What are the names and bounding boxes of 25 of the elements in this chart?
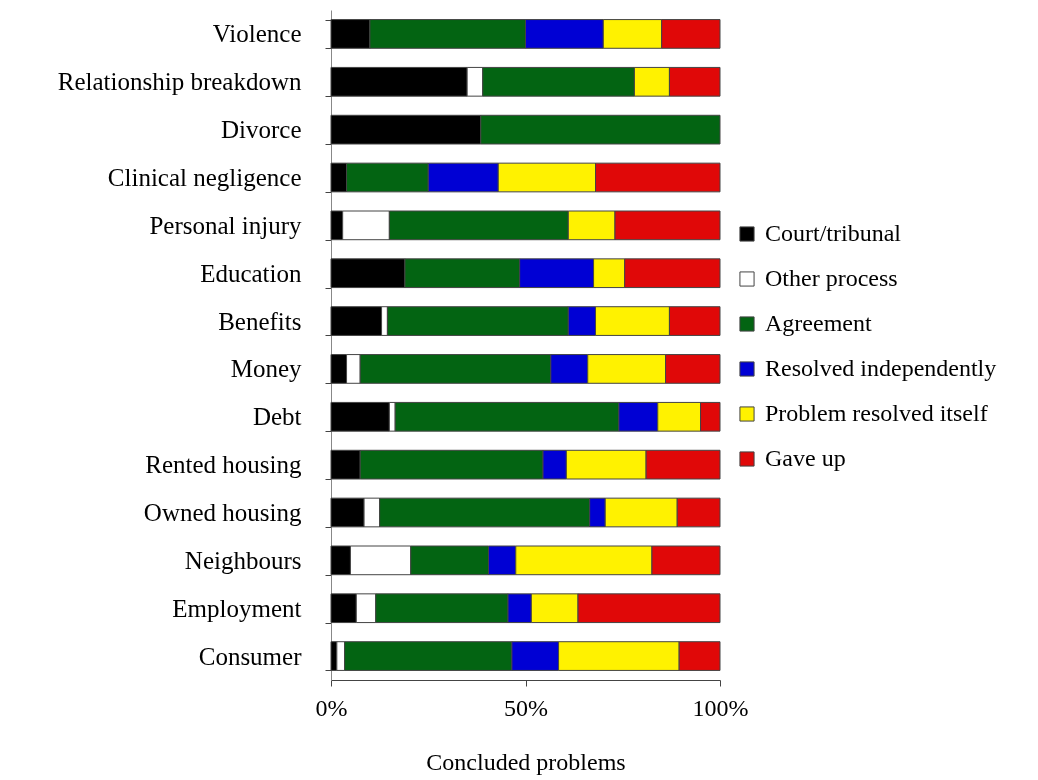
y-tick-label: Consumer — [198, 642, 303, 670]
legend-label: Gave up — [765, 445, 846, 471]
y-tick-label: Money — [230, 355, 302, 383]
legend-label: Problem resolved itself — [765, 400, 988, 426]
y-tick-label: Benefits — [218, 307, 302, 335]
y-tick-label: Relationship breakdown — [57, 68, 302, 96]
legend-label: Agreement — [765, 310, 872, 336]
y-tick-label: Rented housing — [145, 451, 302, 479]
y-tick-label: Education — [200, 259, 302, 287]
legend-label: Other process — [765, 265, 898, 291]
y-tick-label: Violence — [212, 20, 302, 48]
y-tick-label: Personal injury — [149, 211, 302, 239]
legend-label: Court/tribunal — [765, 220, 902, 246]
y-tick-label: Divorce — [220, 116, 302, 144]
y-tick-label: Clinical negligence — [107, 164, 302, 191]
x-tick-label: 100% — [692, 694, 749, 721]
x-axis-title: Concluded problems — [426, 748, 626, 775]
x-tick-label: 50% — [504, 694, 548, 721]
legend-label: Resolved independently — [765, 355, 997, 381]
x-tick-label: 0% — [315, 694, 348, 721]
y-tick-label: Employment — [172, 594, 302, 622]
y-tick-label: Debt — [252, 403, 302, 431]
y-tick-label: Neighbours — [184, 546, 302, 574]
y-tick-label: Owned housing — [143, 499, 302, 526]
bar — [330, 306, 383, 336]
